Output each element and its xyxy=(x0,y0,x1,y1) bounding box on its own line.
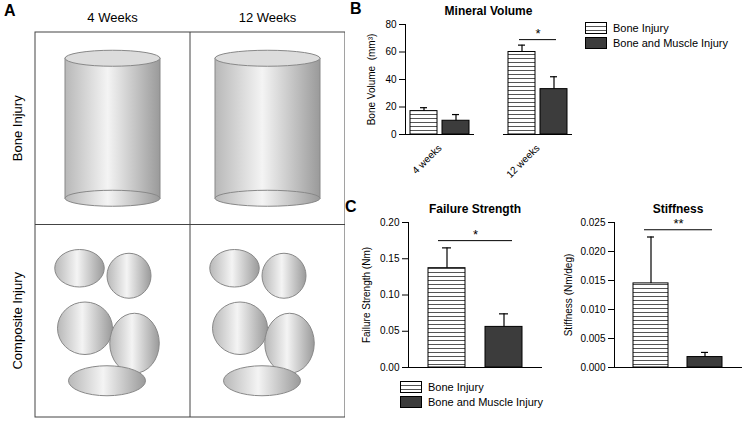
svg-text:Stiffness (Nm/deg): Stiffness (Nm/deg) xyxy=(563,254,574,337)
svg-text:*: * xyxy=(473,227,478,242)
html-text:C: C xyxy=(345,198,357,215)
svg-text:Bone Injury: Bone Injury xyxy=(10,95,25,161)
svg-text:*: * xyxy=(535,26,540,41)
svg-text:0.05: 0.05 xyxy=(380,325,400,336)
svg-text:0.025: 0.025 xyxy=(580,217,605,228)
svg-text:**: ** xyxy=(673,216,683,231)
svg-text:12 Weeks: 12 Weeks xyxy=(239,10,297,25)
svg-text:0.000: 0.000 xyxy=(580,362,605,373)
svg-text:0.005: 0.005 xyxy=(580,333,605,344)
html-text:Mineral Volume: Mineral Volume xyxy=(444,4,533,18)
svg-text:0.20: 0.20 xyxy=(380,217,400,228)
html-text:Stiffness: Stiffness xyxy=(652,202,704,216)
svg-text:Composite Injury: Composite Injury xyxy=(10,271,25,369)
html-text:Failure Strength: Failure Strength xyxy=(429,202,521,216)
svg-text:Bone Volume (mm³): Bone Volume (mm³) xyxy=(366,34,377,126)
svg-text:0: 0 xyxy=(391,129,397,140)
svg-text:20: 20 xyxy=(385,101,397,112)
svg-text:A: A xyxy=(4,2,16,19)
svg-text:4 weeks: 4 weeks xyxy=(410,142,444,176)
html-text:Bone and Muscle Injury: Bone and Muscle Injury xyxy=(428,396,543,408)
html-text:Bone and Muscle Injury: Bone and Muscle Injury xyxy=(613,37,728,49)
svg-text:4 Weeks: 4 Weeks xyxy=(87,10,138,25)
svg-text:0.00: 0.00 xyxy=(380,362,400,373)
svg-text:0.15: 0.15 xyxy=(380,253,400,264)
svg-text:60: 60 xyxy=(385,46,397,57)
html-text:Bone Injury: Bone Injury xyxy=(428,381,484,393)
svg-text:40: 40 xyxy=(385,74,397,85)
svg-text:0.015: 0.015 xyxy=(580,275,605,286)
svg-text:0.10: 0.10 xyxy=(380,289,400,300)
svg-text:Failure Strength (Nm): Failure Strength (Nm) xyxy=(361,247,372,343)
svg-text:12 weeks: 12 weeks xyxy=(504,142,542,180)
html-text:B: B xyxy=(350,0,362,17)
svg-text:80: 80 xyxy=(385,19,397,30)
svg-text:0.020: 0.020 xyxy=(580,246,605,257)
svg-text:0.010: 0.010 xyxy=(580,304,605,315)
html-text:Bone Injury: Bone Injury xyxy=(613,22,669,34)
